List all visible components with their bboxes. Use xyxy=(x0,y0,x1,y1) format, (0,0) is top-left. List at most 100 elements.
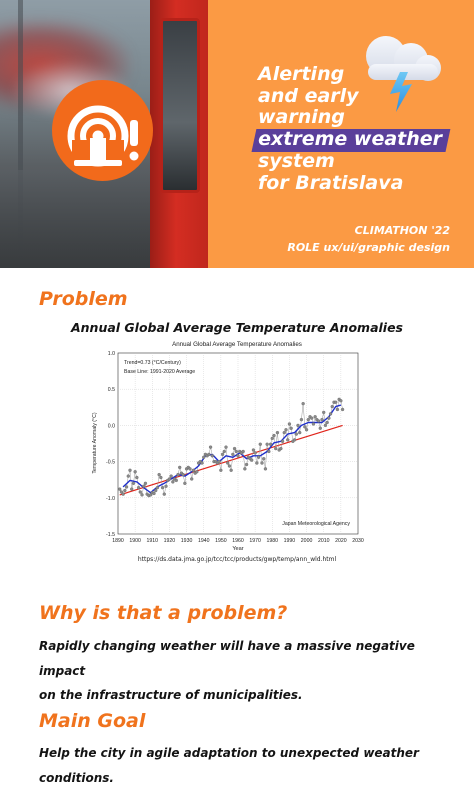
storm-cloud-icon xyxy=(356,34,448,114)
chart-point xyxy=(126,474,130,478)
chart-y-tick-label: -0.5 xyxy=(106,460,115,466)
chart-point xyxy=(262,457,266,461)
chart-point xyxy=(124,485,129,489)
hero-credits: CLIMATHON '22 ROLE ux/ui/graphic design xyxy=(287,222,450,256)
chart-point xyxy=(234,449,238,454)
chart-point xyxy=(304,428,309,432)
chart-trend-line xyxy=(119,424,343,496)
chart-x-tick-label: 2000 xyxy=(301,538,313,544)
chart-point xyxy=(140,493,144,497)
chart-x-tick-label: 2030 xyxy=(352,538,364,544)
chart-point xyxy=(130,487,134,491)
chart-point xyxy=(339,399,343,403)
chart-point xyxy=(279,446,283,451)
chart-point xyxy=(210,454,214,458)
chart-point xyxy=(289,426,293,430)
chart-point xyxy=(202,455,206,459)
chart-x-tick-label: 1910 xyxy=(147,538,159,544)
temperature-chart-svg: Annual Global Average Temperature Anomal… xyxy=(92,341,364,552)
chart-point xyxy=(340,407,345,412)
chart-point xyxy=(232,446,237,451)
temperature-chart: Annual Global Average Temperature Anomal… xyxy=(88,336,378,554)
chart-point xyxy=(191,468,196,472)
chart-point xyxy=(265,442,269,446)
chart-point xyxy=(157,472,161,477)
chart-point xyxy=(220,452,225,457)
chart-point xyxy=(313,415,317,419)
chart-point xyxy=(328,412,333,416)
chart-point xyxy=(267,449,271,454)
chart-point xyxy=(260,461,264,465)
chart-x-tick-label: 1990 xyxy=(284,538,296,544)
chart-point xyxy=(128,468,132,472)
tagline-line: for Bratislava xyxy=(258,171,404,194)
chart-point xyxy=(121,492,125,496)
chart-point xyxy=(207,452,211,457)
chart-point xyxy=(255,461,259,465)
chart-point xyxy=(190,477,194,481)
why-title: Why is that a problem? xyxy=(39,602,288,624)
chart-point xyxy=(148,493,153,497)
tagline-line: system xyxy=(258,150,335,172)
goal-text-line: Help the city in agile adaptation to une… xyxy=(39,746,419,760)
chart-point xyxy=(282,430,286,435)
chart-point xyxy=(251,448,256,452)
chart-point xyxy=(263,467,268,471)
chart-y-tick-label: -1.0 xyxy=(106,496,115,502)
chart-point xyxy=(181,472,185,477)
chart-point xyxy=(118,487,122,491)
alert-broadcast-icon xyxy=(52,80,153,181)
chart-point xyxy=(152,491,156,496)
chart-point xyxy=(301,402,305,406)
why-text-line: Rapidly changing weather will have a mas… xyxy=(39,639,415,678)
chart-point xyxy=(133,470,137,474)
goal-title: Main Goal xyxy=(39,710,146,732)
tagline-line: warning xyxy=(258,106,345,128)
chart-point xyxy=(298,430,302,435)
chart-point xyxy=(334,400,338,404)
chart-smoothed-line xyxy=(122,404,342,494)
chart-point xyxy=(222,449,226,454)
chart-point xyxy=(226,461,230,465)
chart-point xyxy=(142,484,146,488)
chart-x-tick-label: 1970 xyxy=(249,538,261,544)
chart-point xyxy=(171,480,175,484)
chart-point xyxy=(119,490,124,494)
tagline-line: Alerting xyxy=(258,63,345,85)
chart-point xyxy=(155,486,160,490)
chart-point xyxy=(227,464,232,468)
chart-x-tick-label: 1900 xyxy=(129,538,141,544)
chart-point xyxy=(303,425,307,429)
chart-point xyxy=(135,475,139,480)
chart-point xyxy=(217,459,221,464)
goal-text: Help the city in agile adaptation to une… xyxy=(39,741,459,789)
chart-point xyxy=(241,449,245,454)
tagline-line: and early xyxy=(258,84,359,107)
chart-point xyxy=(299,417,304,422)
chart-point xyxy=(320,417,324,422)
chart-point xyxy=(231,452,235,457)
chart-point xyxy=(229,468,233,472)
chart-annotation-source: Japan Meteorological Agency xyxy=(282,521,350,527)
why-text-line: on the infrastructure of municipalities. xyxy=(39,688,303,702)
tagline-highlight-text: extreme weather xyxy=(258,127,443,150)
chart-title: Annual Global Average Temperature Anomal… xyxy=(172,341,302,348)
chart-x-tick-label: 1950 xyxy=(215,538,227,544)
chart-point xyxy=(310,416,314,420)
chart-point xyxy=(323,423,328,428)
chart-point xyxy=(327,416,331,420)
chart-series-layer xyxy=(118,397,345,498)
chart-x-tick-label: 1980 xyxy=(267,538,279,544)
chart-x-tick-label: 1940 xyxy=(198,538,210,544)
chart-point xyxy=(335,407,340,412)
chart-point xyxy=(159,475,163,480)
chart-y-axis-label: Temperature Anomaly (°C) xyxy=(92,412,98,473)
chart-point xyxy=(330,404,334,409)
chart-point xyxy=(123,488,127,493)
photo-bus-window xyxy=(160,18,200,193)
chart-point xyxy=(311,422,316,426)
chart-point xyxy=(272,433,276,438)
chart-point xyxy=(169,474,173,478)
chart-point xyxy=(306,417,310,422)
chart-x-tick-label: 2010 xyxy=(318,538,330,544)
